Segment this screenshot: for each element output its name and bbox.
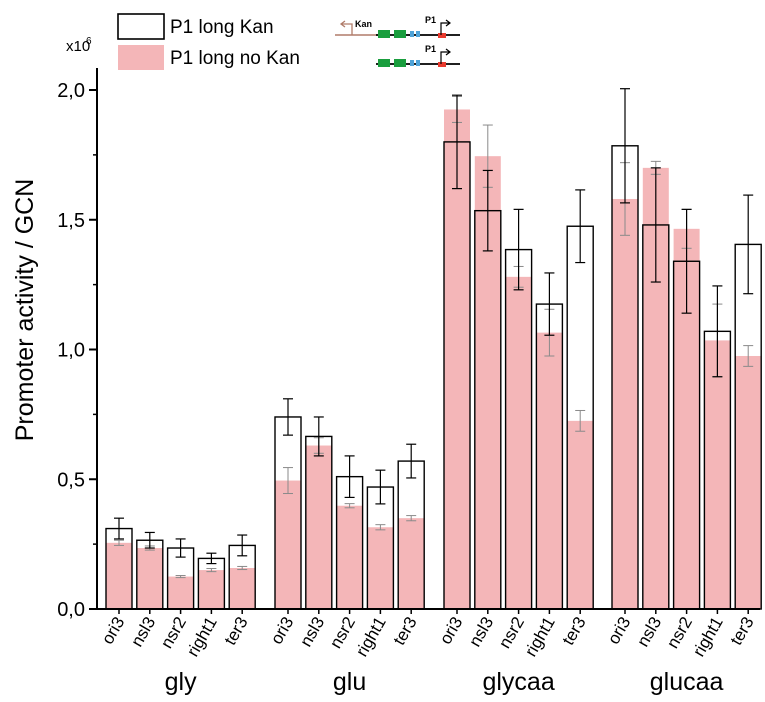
legend-label-kan: P1 long Kan xyxy=(170,17,274,38)
bar-no-kan xyxy=(735,355,762,609)
promoter-arrow-icon xyxy=(440,48,451,64)
group-label: gly xyxy=(165,668,197,696)
y-tick-label: 1,5 xyxy=(57,210,85,232)
x-tick-label: right1 xyxy=(521,614,559,660)
x-tick-label: ter3 xyxy=(727,614,758,649)
bar-no-kan xyxy=(198,570,225,609)
bar-no-kan xyxy=(106,542,132,609)
group-label: glycaa xyxy=(482,668,554,696)
site-box-icon xyxy=(416,60,420,66)
gene-block-icon xyxy=(394,59,406,67)
x-tick-label: nsl3 xyxy=(633,614,665,651)
legend-swatch-kan xyxy=(117,13,165,40)
x-tick-label: ter3 xyxy=(390,614,421,649)
bar-no-kan xyxy=(367,527,394,609)
promoter-mark-icon xyxy=(438,62,446,67)
bar-no-kan xyxy=(612,198,638,610)
bars xyxy=(105,88,762,610)
gene-block-icon xyxy=(378,59,390,67)
bar-no-kan xyxy=(398,518,425,609)
bar-no-kan xyxy=(505,276,532,609)
schematic-kan-label: Kan xyxy=(355,19,372,29)
bar-no-kan xyxy=(275,480,301,609)
y-multiplier-exponent: 6 xyxy=(86,36,92,47)
promoter-mark-icon xyxy=(438,33,446,38)
legend: P1 long Kan P1 long no Kan xyxy=(117,13,300,70)
promoter-arrow-icon xyxy=(440,19,451,35)
bar-no-kan xyxy=(305,445,332,609)
x-tick-label: ori3 xyxy=(604,614,635,648)
x-tick-label: ori3 xyxy=(98,614,129,648)
x-tick-label: nsl3 xyxy=(465,614,497,651)
y-tick-label: 0,5 xyxy=(57,469,85,491)
y-multiplier: x10 xyxy=(66,38,90,55)
x-tick-label: right1 xyxy=(352,614,390,660)
y-axis-ticks xyxy=(89,89,97,610)
legend-label-no-kan: P1 long no Kan xyxy=(170,48,300,69)
bar-no-kan xyxy=(704,340,731,609)
x-tick-label: right1 xyxy=(689,614,727,660)
x-tick-label: ori3 xyxy=(436,614,467,648)
y-tick-label: 0,0 xyxy=(57,599,85,621)
construct-schematic: Kan P1 P1 xyxy=(335,15,460,67)
gene-block-icon xyxy=(378,30,390,38)
site-box-icon xyxy=(410,31,414,37)
x-tick-label: ori3 xyxy=(267,614,298,648)
group-label: glu xyxy=(333,668,366,696)
gene-block-icon xyxy=(394,30,406,38)
bar-no-kan xyxy=(336,505,363,609)
x-tick-label: right1 xyxy=(183,614,221,660)
bar-no-kan xyxy=(444,109,470,610)
site-box-icon xyxy=(410,60,414,66)
schematic-p1-label-bottom: P1 xyxy=(425,44,436,54)
site-box-icon xyxy=(416,31,420,37)
y-tick-label: 1,0 xyxy=(57,340,85,362)
schematic-p1-label-top: P1 xyxy=(425,15,436,25)
y-axis-title: Promoter activity / GCN xyxy=(11,179,39,442)
bar-no-kan xyxy=(167,576,194,609)
x-tick-label: nsl3 xyxy=(296,614,328,651)
bar-no-kan xyxy=(536,332,563,609)
bar-no-kan xyxy=(567,420,594,609)
bar-no-kan xyxy=(229,567,256,609)
x-tick-label: ter3 xyxy=(221,614,252,649)
legend-swatch-no-kan xyxy=(118,45,164,70)
group-label: glucaa xyxy=(650,668,724,696)
y-tick-label: 2,0 xyxy=(57,80,85,102)
axes xyxy=(96,68,760,614)
bar-no-kan xyxy=(136,548,163,609)
x-tick-label: nsl3 xyxy=(127,614,159,651)
x-tick-label: ter3 xyxy=(559,614,590,649)
kan-arrow-icon xyxy=(339,20,353,35)
